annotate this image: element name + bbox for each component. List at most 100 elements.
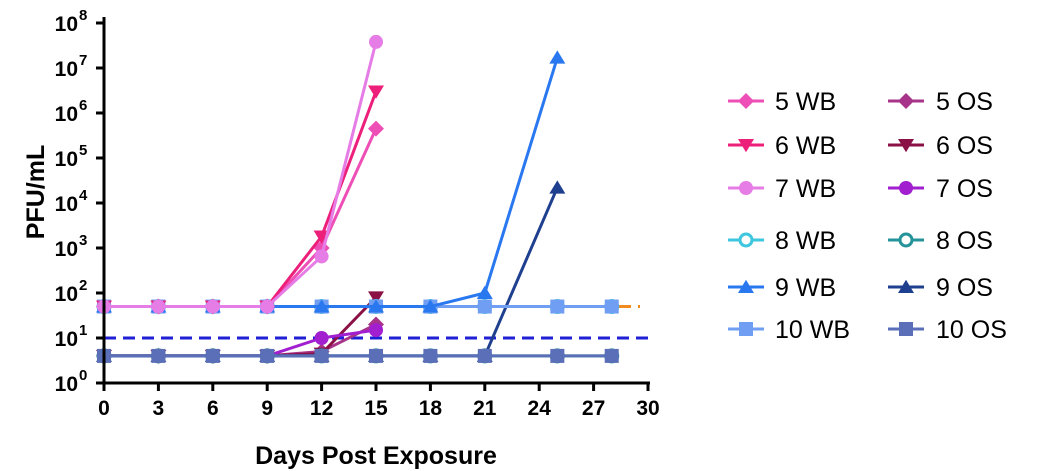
legend-marker xyxy=(898,232,914,248)
legend-label: 7 WB xyxy=(775,175,836,203)
series-line xyxy=(104,328,377,358)
y-tick-label: 10 xyxy=(55,238,78,261)
legend-item: 9 OS xyxy=(888,274,993,302)
data-point xyxy=(368,299,384,313)
legend-item: 10 WB xyxy=(728,316,850,344)
series-7-wb xyxy=(97,34,383,314)
data-point xyxy=(368,291,384,305)
legend-marker xyxy=(898,139,914,153)
y-tick-label: 10 xyxy=(55,283,78,306)
legend-label: 8 OS xyxy=(936,227,993,255)
x-tick-label: 9 xyxy=(261,397,273,420)
legend-item: 8 WB xyxy=(728,227,836,255)
y-tick-exponent: 0 xyxy=(79,367,87,384)
data-point xyxy=(151,299,166,314)
y-tick-exponent: 2 xyxy=(79,277,87,294)
legend-marker xyxy=(898,279,914,293)
data-point xyxy=(477,348,492,363)
x-tick-label: 27 xyxy=(582,397,605,420)
legend-marker xyxy=(739,322,753,336)
legend-label: 6 OS xyxy=(936,132,993,160)
y-tick-label: 10 xyxy=(55,103,78,126)
data-point xyxy=(423,348,438,363)
x-tick-label: 0 xyxy=(98,397,110,420)
series-5-wb xyxy=(96,120,384,315)
legend-marker xyxy=(738,232,754,248)
y-tick-label: 10 xyxy=(55,373,78,396)
legend-marker xyxy=(899,181,913,195)
x-axis-title: Days Post Exposure xyxy=(255,442,497,470)
legend-item: 5 OS xyxy=(888,88,993,116)
series-line xyxy=(104,57,559,309)
y-tick-exponent: 5 xyxy=(79,142,87,159)
data-point xyxy=(314,249,329,264)
x-tick-label: 24 xyxy=(528,397,552,420)
x-tick-label: 12 xyxy=(310,397,333,420)
data-point xyxy=(369,348,383,363)
x-tick-label: 3 xyxy=(153,397,165,420)
y-tick-exponent: 6 xyxy=(79,97,87,114)
x-tick-label: 15 xyxy=(364,397,388,420)
y-tick-label: 10 xyxy=(55,193,78,216)
y-tick-exponent: 4 xyxy=(79,187,88,204)
y-tick-exponent: 8 xyxy=(79,7,87,24)
data-point xyxy=(205,299,220,314)
data-point xyxy=(369,323,383,338)
y-tick-label: 10 xyxy=(55,328,78,351)
legend-item: 7 WB xyxy=(728,175,836,203)
legend-label: 9 OS xyxy=(936,274,993,302)
data-point xyxy=(422,299,439,313)
series-line xyxy=(104,41,378,309)
series-9-os xyxy=(96,180,566,362)
legend-item: 6 WB xyxy=(728,132,836,160)
x-tick-label: 21 xyxy=(473,397,497,420)
data-point xyxy=(151,348,166,363)
data-point xyxy=(205,348,220,363)
series-10-os xyxy=(97,348,619,363)
x-tick-label: 6 xyxy=(207,397,219,420)
data-point xyxy=(314,331,329,345)
data-point xyxy=(260,348,275,363)
legend-label: 10 OS xyxy=(936,316,1007,344)
y-axis-title: PFU/mL xyxy=(22,145,50,239)
data-point xyxy=(368,85,384,99)
y-tick-exponent: 7 xyxy=(79,52,87,69)
legend-marker xyxy=(898,93,914,109)
data-point xyxy=(549,180,566,194)
legend-item: 9 WB xyxy=(728,274,836,302)
legend-label: 6 WB xyxy=(775,132,836,160)
data-point xyxy=(313,299,330,313)
series-6-wb xyxy=(96,85,384,314)
data-point xyxy=(314,348,329,363)
data-point xyxy=(550,348,565,363)
legend-marker xyxy=(899,322,913,336)
data-point xyxy=(604,348,619,363)
series-line xyxy=(104,127,378,309)
legend-label: 5 WB xyxy=(775,88,836,116)
data-point xyxy=(549,50,566,64)
legend-marker xyxy=(738,139,754,153)
data-point xyxy=(476,285,493,299)
data-point xyxy=(368,120,384,137)
data-point xyxy=(477,299,492,314)
legend-marker xyxy=(739,181,753,195)
legend-marker xyxy=(738,279,754,293)
legend-item: 7 OS xyxy=(888,175,993,203)
legend-marker xyxy=(738,93,754,109)
y-tick-exponent: 1 xyxy=(79,322,87,339)
legend-label: 5 OS xyxy=(936,88,993,116)
legend-item: 5 WB xyxy=(728,88,836,116)
y-tick-label: 10 xyxy=(55,58,78,81)
legend-item: 6 OS xyxy=(888,132,993,160)
legend-label: 7 OS xyxy=(936,175,993,203)
series-6-os xyxy=(96,291,384,364)
data-point xyxy=(369,34,383,49)
legend-label: 10 WB xyxy=(775,316,850,344)
legend-item: 10 OS xyxy=(888,316,1007,344)
series-9-wb xyxy=(96,50,566,313)
data-point xyxy=(550,299,565,314)
legend-label: 9 WB xyxy=(775,274,836,302)
series-layer xyxy=(96,34,620,364)
